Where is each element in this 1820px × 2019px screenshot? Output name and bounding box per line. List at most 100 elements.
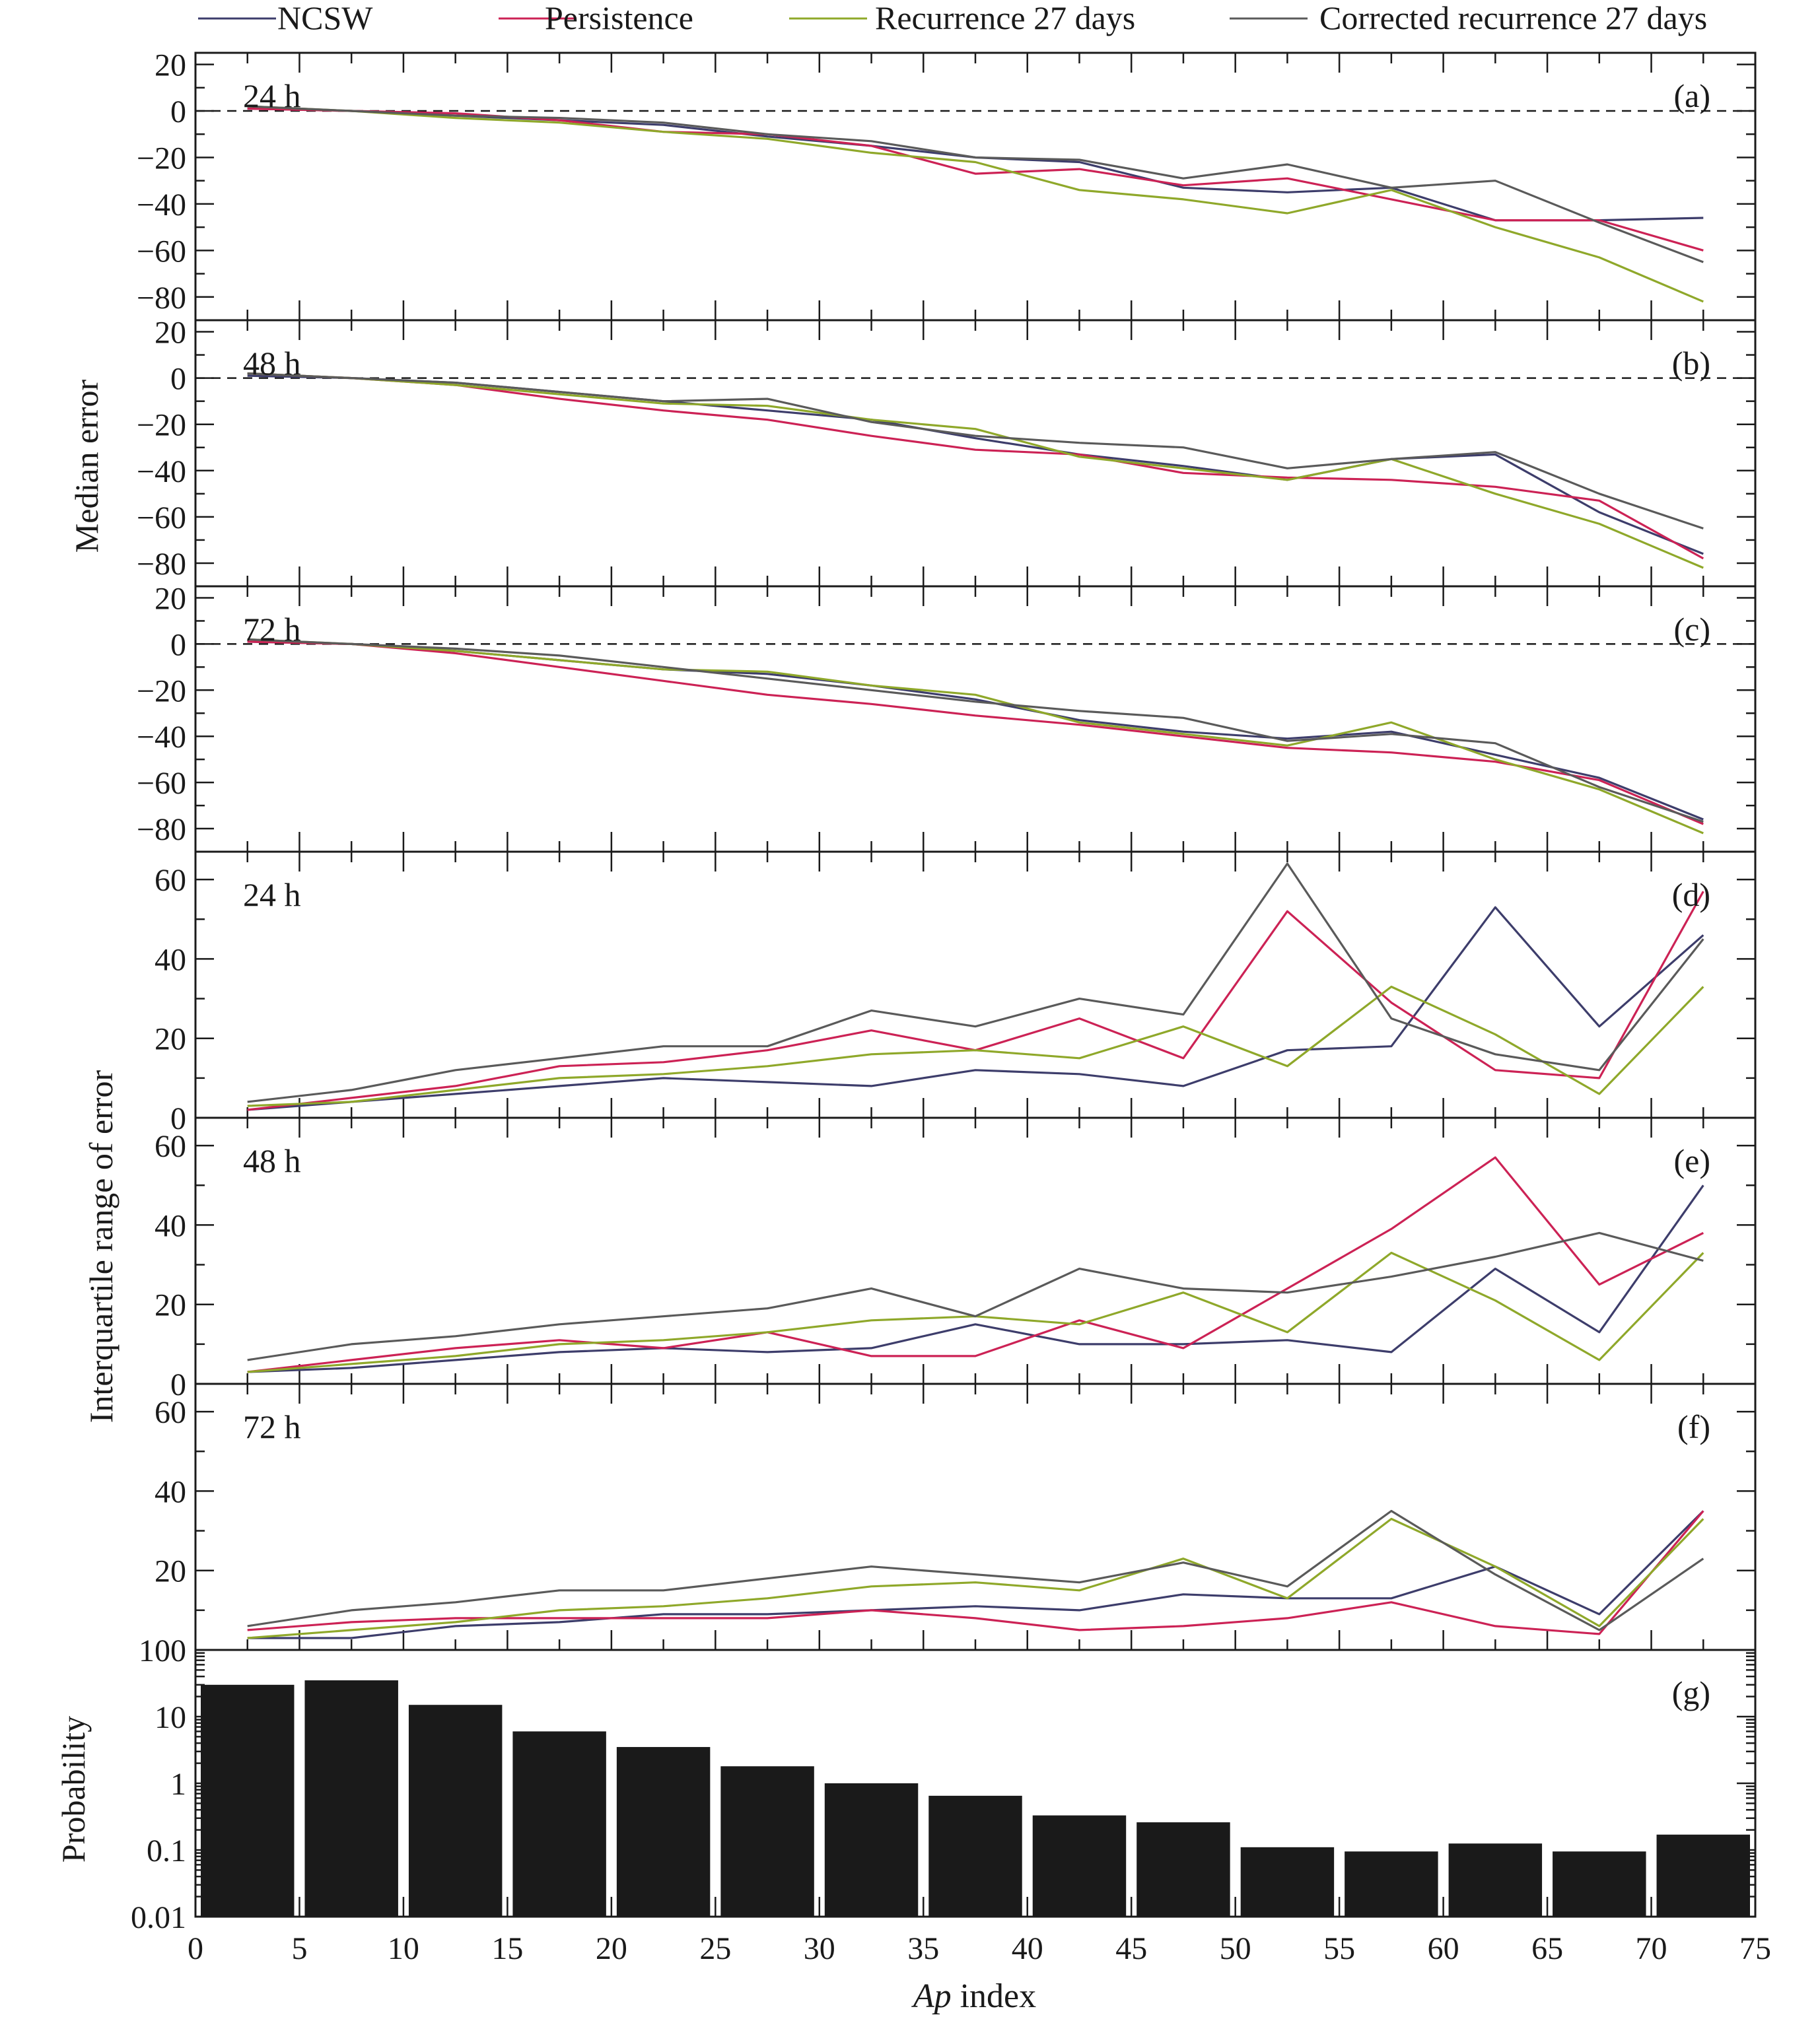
probability-bar — [720, 1766, 814, 1917]
horizon-label: 24 h — [243, 876, 301, 913]
probability-bar — [1345, 1851, 1438, 1917]
probability-bar — [1032, 1815, 1127, 1917]
panel-letter: (b) — [1672, 345, 1710, 382]
probability-bar — [304, 1680, 398, 1917]
y-tick-label: 20 — [155, 316, 186, 351]
panel-a: 20 0 −20 −40 −60 −80 24 h (a) — [137, 48, 1757, 322]
y-tick-label: 40 — [155, 1474, 186, 1509]
probability-bar — [1448, 1843, 1543, 1917]
series-line — [247, 107, 1704, 222]
series-line — [247, 1509, 1704, 1631]
x-axis-label: Ap index — [911, 1977, 1036, 2015]
probability-bar — [928, 1795, 1022, 1917]
horizon-label: 72 h — [243, 1408, 301, 1445]
series-line — [247, 372, 1704, 560]
median-error-ylabel: Median error — [68, 379, 105, 553]
series-line — [247, 372, 1704, 569]
y-tick-label: −60 — [137, 500, 186, 535]
horizon-label: 48 h — [243, 1142, 301, 1179]
y-tick-label: 0 — [170, 362, 186, 397]
series-line — [247, 906, 1704, 1111]
x-tick-label: 65 — [1531, 1931, 1563, 1966]
series-line — [247, 105, 1704, 303]
x-tick-label: 20 — [596, 1931, 627, 1966]
series-line — [247, 1517, 1704, 1639]
y-tick-label: 20 — [155, 48, 186, 83]
y-tick-label: 0 — [170, 1101, 186, 1136]
legend-label: Persistence — [545, 0, 693, 36]
series-line — [247, 638, 1704, 835]
y-tick-label: −80 — [137, 547, 186, 582]
x-tick-label: 15 — [491, 1931, 523, 1966]
series-line — [247, 985, 1704, 1107]
panel-letter: (c) — [1674, 611, 1711, 648]
panel-f: 20 40 60 72 h (f) — [155, 1383, 1757, 1651]
y-tick-label: −40 — [137, 188, 186, 222]
series-line — [247, 107, 1704, 252]
panel-g: 100 10 1 0.1 0.010 5 10 15 20 25 30 35 40 45 50 55 60 65 7… — [131, 1633, 1771, 1966]
x-tick-label: 5 — [291, 1931, 307, 1966]
panel-frame — [194, 1383, 1757, 1651]
iqr-ylabel: Interquartile range of error — [83, 1070, 120, 1423]
y-tick-label: 10 — [155, 1700, 186, 1735]
panel-letter: (d) — [1672, 876, 1710, 913]
series-line — [247, 1184, 1704, 1373]
x-tick-label: 35 — [907, 1931, 939, 1966]
x-tick-label: 55 — [1323, 1931, 1355, 1966]
y-tick-label: 0 — [170, 1367, 186, 1402]
panel-letter: (f) — [1677, 1408, 1710, 1445]
panel-frame — [194, 850, 1757, 1119]
x-tick-label: 45 — [1115, 1931, 1147, 1966]
x-axis-label-rest: index — [952, 1977, 1037, 2015]
y-tick-label: 60 — [155, 1395, 186, 1430]
x-tick-label: 25 — [699, 1931, 731, 1966]
legend-label: Recurrence 27 days — [875, 0, 1135, 36]
series-line — [247, 638, 1704, 823]
y-tick-label: −20 — [137, 141, 186, 176]
x-tick-label: 0 — [188, 1931, 203, 1966]
panel-e: 0 20 40 60 48 h (e) — [155, 1116, 1757, 1402]
series-line — [247, 105, 1704, 263]
probability-bar — [616, 1747, 711, 1917]
x-axis-label-italic: Ap — [911, 1977, 952, 2015]
series-line — [247, 640, 1704, 821]
series-line — [247, 640, 1704, 825]
x-tick-label: 10 — [388, 1931, 419, 1966]
y-tick-label: −20 — [137, 673, 186, 708]
panel-frame — [194, 319, 1757, 588]
legend-label: Corrected recurrence 27 days — [1319, 0, 1707, 36]
y-tick-label: 20 — [155, 1022, 186, 1057]
horizon-label: 24 h — [243, 77, 301, 114]
y-tick-label: −40 — [137, 720, 186, 755]
y-tick-label: 20 — [155, 581, 186, 616]
y-tick-label: −60 — [137, 234, 186, 269]
legend-label: NCSW — [277, 0, 373, 36]
y-tick-label: 20 — [155, 1288, 186, 1323]
probability-bar — [1656, 1834, 1750, 1917]
y-tick-label: −80 — [137, 812, 186, 847]
y-tick-label: 0.01 — [131, 1900, 186, 1935]
probability-bar — [408, 1705, 503, 1917]
y-tick-label: 0.1 — [147, 1833, 186, 1868]
panel-d: 0 20 40 60 24 h (d) — [155, 850, 1757, 1136]
panel-c: 20 0 −20 −40 −60 −80 72 h (c) — [137, 581, 1757, 853]
y-tick-label: 0 — [170, 627, 186, 662]
x-tick-label: 75 — [1739, 1931, 1771, 1966]
legend: NCSW Persistence Recurrence 27 days Correct… — [198, 0, 1707, 36]
y-tick-label: 0 — [170, 94, 186, 129]
panel-letter: (a) — [1674, 77, 1711, 114]
x-tick-label: 70 — [1636, 1931, 1667, 1966]
panel-b: 20 0 −20 −40 −60 −80 48 h (b) — [137, 316, 1757, 588]
horizon-label: 72 h — [243, 611, 301, 648]
probability-ylabel: Probability — [55, 1716, 92, 1863]
x-tick-label: 60 — [1428, 1931, 1459, 1966]
horizon-label: 48 h — [243, 345, 301, 382]
probability-bar — [1553, 1851, 1646, 1917]
probability-bar — [824, 1783, 919, 1917]
probability-bar — [512, 1731, 606, 1917]
series-line — [247, 1231, 1704, 1361]
y-tick-label: 20 — [155, 1554, 186, 1589]
y-tick-label: 1 — [170, 1767, 186, 1802]
panel-frame — [194, 585, 1757, 853]
series-line — [247, 372, 1704, 530]
